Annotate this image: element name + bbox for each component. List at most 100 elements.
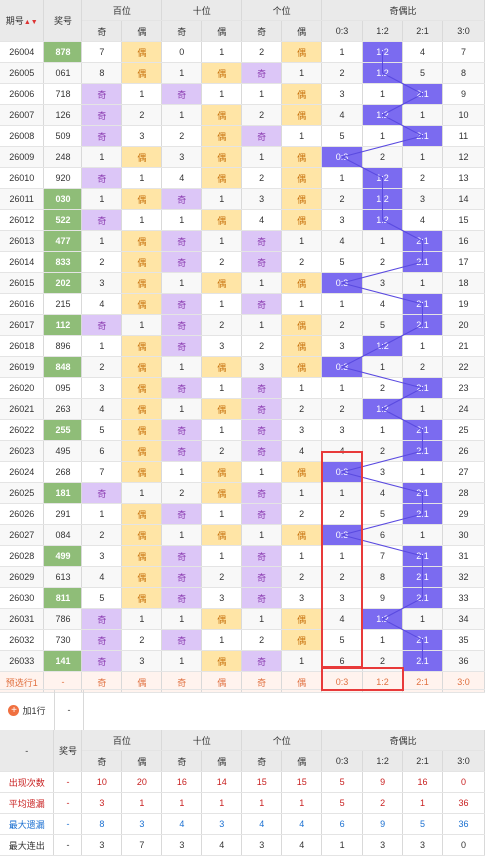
preselect-option[interactable]: 偶 <box>281 671 323 693</box>
preselect-option[interactable]: 偶 <box>121 671 163 693</box>
even-marker: 偶 <box>201 461 243 483</box>
miss-count-cell: 1 <box>402 272 443 294</box>
even-marker: 偶 <box>121 356 163 378</box>
prize-number-cell: 613 <box>43 566 83 588</box>
miss-count-cell: 8 <box>81 62 123 84</box>
issue-cell: 26012 <box>0 209 45 231</box>
even-marker: 偶 <box>281 314 323 336</box>
odd-marker: 奇 <box>81 167 123 189</box>
prize-number-cell: 786 <box>43 608 83 630</box>
miss-count-cell: 1 <box>161 608 203 630</box>
miss-count-cell: 5 <box>81 419 123 441</box>
miss-count-cell: 3 <box>321 419 364 441</box>
odd-marker: 奇 <box>161 251 203 273</box>
miss-count-cell: 1 <box>402 524 443 546</box>
miss-count-cell: 1 <box>161 398 203 420</box>
miss-count-cell: 1 <box>81 188 123 210</box>
stats-value: 16 <box>161 771 203 793</box>
stats-value: 9 <box>362 771 404 793</box>
miss-count-cell: 23 <box>442 377 485 399</box>
ratio-marker: 2:1 <box>402 587 443 609</box>
preselect-option[interactable]: 2:1 <box>402 671 443 693</box>
table-row: 26019 848 2 偶 1 偶 3 偶 0:3 1 2 22 <box>0 356 485 378</box>
table-row: 26033 141 奇 3 1 偶奇 1 6 2 2:1 36 <box>0 650 485 672</box>
miss-count-cell: 1 <box>241 314 283 336</box>
preselect-option[interactable]: 奇 <box>241 671 283 693</box>
stats-value: 1 <box>241 792 283 814</box>
even-marker: 偶 <box>281 104 323 126</box>
miss-count-cell: 8 <box>442 62 485 84</box>
preselect-option[interactable]: 0:3 <box>321 671 364 693</box>
stats-tens-header: 十位 <box>161 730 243 751</box>
miss-count-cell: 1 <box>362 419 403 441</box>
stats-subheader-odd: 奇 <box>81 750 123 772</box>
even-marker: 偶 <box>281 83 323 105</box>
odd-marker: 奇 <box>81 83 123 105</box>
miss-count-cell: 2 <box>281 503 323 525</box>
issue-header[interactable]: 期号▲▼ <box>0 0 45 42</box>
miss-count-cell: 1 <box>161 209 203 231</box>
ratio-marker: 1:2 <box>362 608 403 630</box>
odd-marker: 奇 <box>241 398 283 420</box>
miss-count-cell: 5 <box>362 503 403 525</box>
stats-subheader-r03: 0:3 <box>321 750 364 772</box>
table-row: 26015 202 3 偶 1 偶 1 偶 0:3 3 1 18 <box>0 272 485 294</box>
stats-value: 3 <box>161 834 203 856</box>
odd-marker: 奇 <box>241 377 283 399</box>
miss-count-cell: 1 <box>362 83 403 105</box>
miss-count-cell: 1 <box>402 335 443 357</box>
miss-count-cell: 4 <box>81 398 123 420</box>
miss-count-cell: 30 <box>442 524 485 546</box>
miss-count-cell: 19 <box>442 293 485 315</box>
miss-count-cell: 2 <box>81 251 123 273</box>
miss-count-cell: 2 <box>241 167 283 189</box>
miss-count-cell: 14 <box>442 188 485 210</box>
even-marker: 偶 <box>121 62 163 84</box>
stats-value: 36 <box>442 813 485 835</box>
even-marker: 偶 <box>201 356 243 378</box>
miss-count-cell: 3 <box>321 83 364 105</box>
preselect-option[interactable]: 奇 <box>81 671 123 693</box>
preselect-option[interactable]: 奇 <box>161 671 203 693</box>
table-row: 26007 126 奇 2 1 偶 2 偶 4 1:2 1 10 <box>0 104 485 126</box>
miss-count-cell: 3 <box>81 545 123 567</box>
odd-marker: 奇 <box>241 650 283 672</box>
table-row: 26009 248 1 偶 3 偶 1 偶 0:3 2 1 12 <box>0 146 485 168</box>
issue-cell: 26022 <box>0 419 45 441</box>
stats-value: 7 <box>121 834 163 856</box>
miss-count-cell: 3 <box>321 335 364 357</box>
ratio-marker: 2:1 <box>402 650 443 672</box>
miss-count-cell: 1 <box>281 125 323 147</box>
table-row: 26012 522 奇 1 1 偶 4 偶 3 1:2 4 15 <box>0 209 485 231</box>
add-row-button[interactable]: + 加1行 <box>0 690 55 730</box>
miss-count-cell: 5 <box>81 587 123 609</box>
even-marker: 偶 <box>121 335 163 357</box>
preselect-option[interactable]: 3:0 <box>442 671 485 693</box>
miss-count-cell: 9 <box>362 587 403 609</box>
sort-icon[interactable]: ▲▼ <box>23 19 38 26</box>
miss-count-cell: 1 <box>201 629 243 651</box>
miss-count-cell: 1 <box>321 167 364 189</box>
prize-header: 奖号 <box>43 0 83 42</box>
preselect-option[interactable]: 1:2 <box>362 671 403 693</box>
issue-cell: 26031 <box>0 608 45 630</box>
miss-count-cell: 3 <box>281 587 323 609</box>
issue-cell: 26029 <box>0 566 45 588</box>
even-marker: 偶 <box>201 167 243 189</box>
miss-count-cell: 2 <box>201 251 243 273</box>
issue-header-label: 期号 <box>5 16 24 26</box>
preselect-option[interactable]: 偶 <box>201 671 243 693</box>
miss-count-cell: 1 <box>81 503 123 525</box>
even-marker: 偶 <box>281 335 323 357</box>
table-row: 26031 786 奇 1 1 偶 1 偶 4 1:2 1 34 <box>0 608 485 630</box>
stats-value: 1 <box>402 792 444 814</box>
miss-count-cell: 3 <box>241 188 283 210</box>
stats-subheader-r21: 2:1 <box>402 750 444 772</box>
odd-marker: 奇 <box>81 650 123 672</box>
stats-ratio-header: 奇偶比 <box>321 730 485 751</box>
table-row: 26005 061 8 偶 1 偶奇 1 2 1:2 5 8 <box>0 62 485 84</box>
ratio-marker: 1:2 <box>362 209 403 231</box>
odd-marker: 奇 <box>241 293 283 315</box>
miss-count-cell: 2 <box>201 566 243 588</box>
subheader-odd: 奇 <box>241 20 283 42</box>
